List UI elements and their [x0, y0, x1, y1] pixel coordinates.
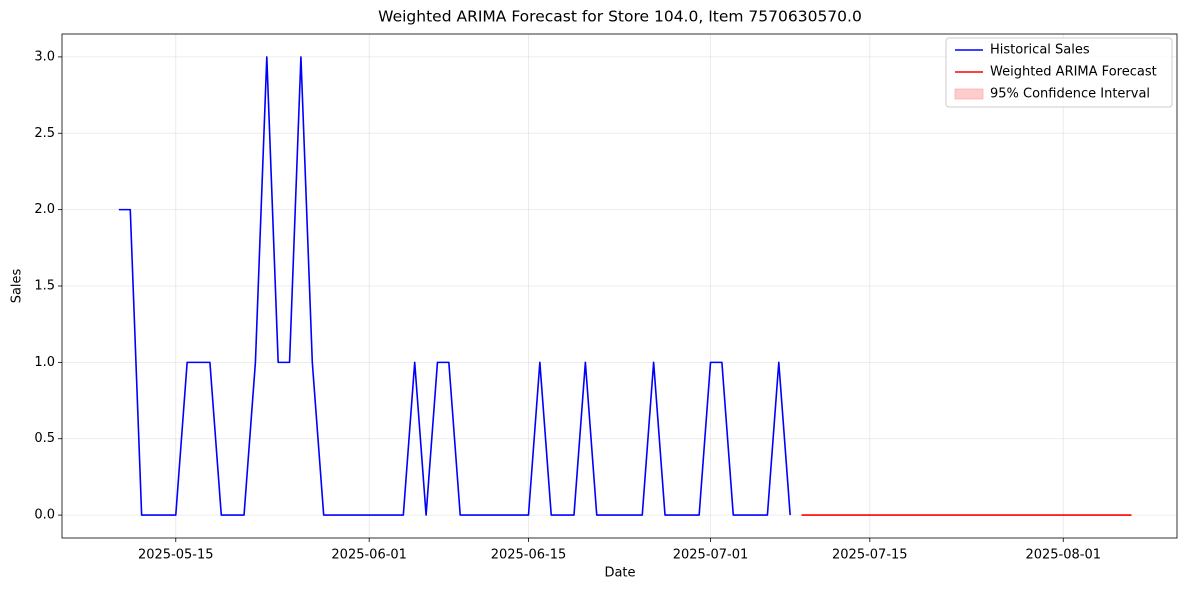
y-tick-label: 2.0 [34, 202, 55, 217]
y-tick-label: 2.5 [34, 126, 55, 141]
x-tick-label: 2025-06-01 [331, 548, 407, 563]
legend-label: Weighted ARIMA Forecast [990, 65, 1157, 80]
axes-frame [61, 33, 1178, 539]
legend-box [945, 37, 1173, 108]
chart-title: Weighted ARIMA Forecast for Store 104.0,… [378, 8, 862, 26]
x-tick-label: 2025-08-01 [1025, 548, 1101, 563]
legend-swatch [954, 88, 984, 100]
line [118, 56, 791, 516]
y-tick-label: 3.0 [34, 49, 55, 64]
legend-label: Historical Sales [990, 43, 1090, 58]
legend-label: 95% Confidence Interval [990, 87, 1150, 102]
y-tick-label: 0.0 [34, 508, 55, 523]
x-tick-label: 2025-05-15 [138, 548, 214, 563]
y-tick-label: 0.5 [34, 431, 55, 446]
x-axis-label: Date [604, 566, 635, 581]
x-tick-label: 2025-06-15 [491, 548, 567, 563]
y-tick-label: 1.0 [34, 355, 55, 370]
y-axis-label: Sales [10, 268, 25, 303]
x-tick-label: 2025-07-01 [673, 548, 749, 563]
y-tick-label: 1.5 [34, 279, 55, 294]
x-tick-label: 2025-07-15 [832, 548, 908, 563]
